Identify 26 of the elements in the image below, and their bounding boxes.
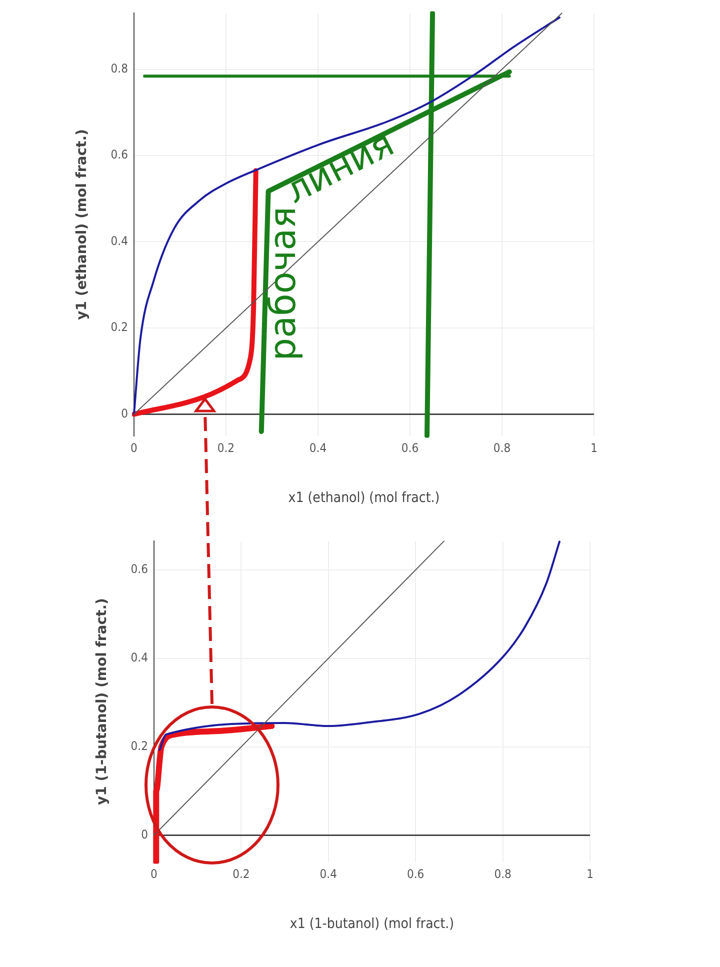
x-tick-label: 0.8	[494, 867, 512, 882]
y-axis-title: y1 (ethanol) (mol fract.)	[74, 129, 90, 320]
y-tick-label: 0.2	[110, 320, 128, 334]
x-tick-label: 0.2	[217, 441, 235, 456]
y-tick-label: 0.4	[130, 650, 148, 665]
x-tick-label: 1	[590, 441, 598, 456]
y-axis-title: y1 (1-butanol) (mol fract.)	[94, 598, 110, 805]
x-tick-label: 0.4	[309, 441, 327, 456]
y-tick-label: 0.4	[110, 234, 128, 248]
x-tick-label: 0	[150, 867, 158, 882]
x-tick-label: 0.6	[401, 441, 419, 456]
x-axis-title: x1 (ethanol) (mol fract.)	[288, 490, 440, 506]
y-tick-label: 0	[141, 827, 148, 842]
y-tick-label: 0.2	[130, 738, 148, 753]
x-tick-label: 1	[586, 867, 594, 882]
y-tick-label: 0	[121, 406, 128, 420]
annotation: рабочая	[263, 206, 304, 361]
x-axis-title: x1 (1-butanol) (mol fract.)	[290, 916, 454, 932]
x-tick-label: 0.6	[407, 867, 424, 882]
y-tick-label: 0.6	[110, 148, 128, 162]
x-tick-label: 0.2	[232, 867, 250, 882]
y-tick-label: 0.6	[130, 562, 148, 576]
x-tick-label: 0.8	[493, 441, 511, 456]
x-tick-label: 0.4	[320, 867, 338, 882]
line-series	[158, 540, 560, 751]
y-tick-label: 0.8	[110, 61, 128, 76]
